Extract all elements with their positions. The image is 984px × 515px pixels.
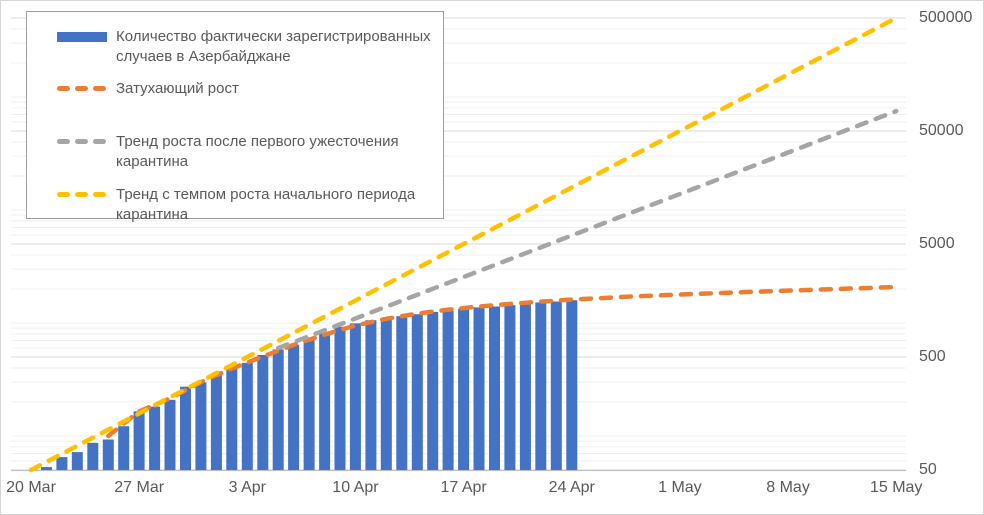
x-axis-tick-label: 27 Mar	[114, 479, 165, 496]
bar	[226, 368, 238, 470]
bar	[195, 382, 207, 470]
bar	[41, 467, 52, 470]
bar	[535, 302, 547, 470]
y-axis-tick-label: 5000	[919, 235, 955, 252]
x-axis-tick-label: 10 Apr	[332, 479, 379, 496]
bar	[458, 308, 470, 470]
bar	[396, 316, 408, 470]
bar	[504, 305, 516, 470]
bar	[87, 442, 99, 470]
x-axis-tick-label: 15 May	[869, 479, 923, 496]
bar	[257, 355, 269, 470]
trend-line-post-quarantine	[275, 108, 899, 351]
legend-label-decaying-growth: Затухающий рост	[116, 80, 239, 97]
bar	[272, 349, 284, 470]
x-axis-tick-label: 24 Apr	[548, 479, 595, 496]
trend-line-initial-rate	[28, 15, 899, 473]
bar	[349, 323, 361, 470]
bar	[550, 301, 562, 470]
bar	[164, 399, 176, 470]
bar	[519, 303, 531, 470]
y-axis-tick-label: 500	[919, 348, 946, 365]
bar	[102, 439, 114, 470]
x-axis-tick-label: 20 Mar	[6, 479, 56, 496]
legend-label-actual-cases: Количество фактически зарегистрированных…	[116, 28, 431, 65]
legend-item-decaying-growth: Затухающий рост	[57, 79, 443, 99]
legend-item-actual-cases: Количество фактически зарегистрированных…	[57, 27, 443, 67]
legend-item-initial-rate-trend: Тренд с темпом роста начального периода …	[57, 185, 443, 225]
bar	[56, 457, 68, 470]
bar	[288, 344, 300, 470]
bar	[365, 320, 377, 470]
x-axis-tick-label: 8 May	[766, 479, 810, 496]
bar	[149, 406, 161, 470]
y-axis-tick-label: 50	[919, 461, 937, 478]
bar	[411, 314, 423, 470]
bar	[489, 306, 500, 470]
dash-swatch-icon	[57, 137, 107, 144]
bar	[380, 318, 392, 470]
x-axis-tick-label: 1 May	[658, 479, 702, 496]
bar	[427, 311, 439, 470]
x-axis-tick-label: 17 Apr	[440, 479, 487, 496]
bar	[118, 426, 130, 470]
bar	[133, 411, 145, 470]
bar	[319, 332, 331, 470]
y-axis-tick-label: 500000	[919, 9, 973, 26]
y-axis-tick-label: 50000	[919, 122, 964, 139]
dash-swatch-icon	[57, 190, 107, 197]
legend-item-post-quarantine-trend: Тренд роста после первого ужесточения ка…	[57, 132, 443, 172]
bar	[241, 362, 253, 470]
bar	[566, 300, 578, 470]
bar-swatch-icon	[57, 32, 107, 42]
bar	[334, 326, 346, 470]
bar	[180, 386, 191, 470]
legend-label-post-quarantine-trend: Тренд роста после первого ужесточения ка…	[116, 133, 399, 170]
legend: Количество фактически зарегистрированных…	[26, 11, 444, 223]
bar	[303, 339, 315, 470]
legend-label-initial-rate-trend: Тренд с темпом роста начального периода …	[116, 186, 416, 223]
bar	[442, 310, 454, 470]
x-axis-tick-label: 3 Apr	[228, 479, 266, 496]
bar	[473, 307, 485, 470]
bar	[71, 452, 83, 470]
bars-series-actual-cases	[41, 300, 578, 470]
dash-swatch-icon	[57, 84, 107, 91]
bar	[210, 373, 222, 470]
